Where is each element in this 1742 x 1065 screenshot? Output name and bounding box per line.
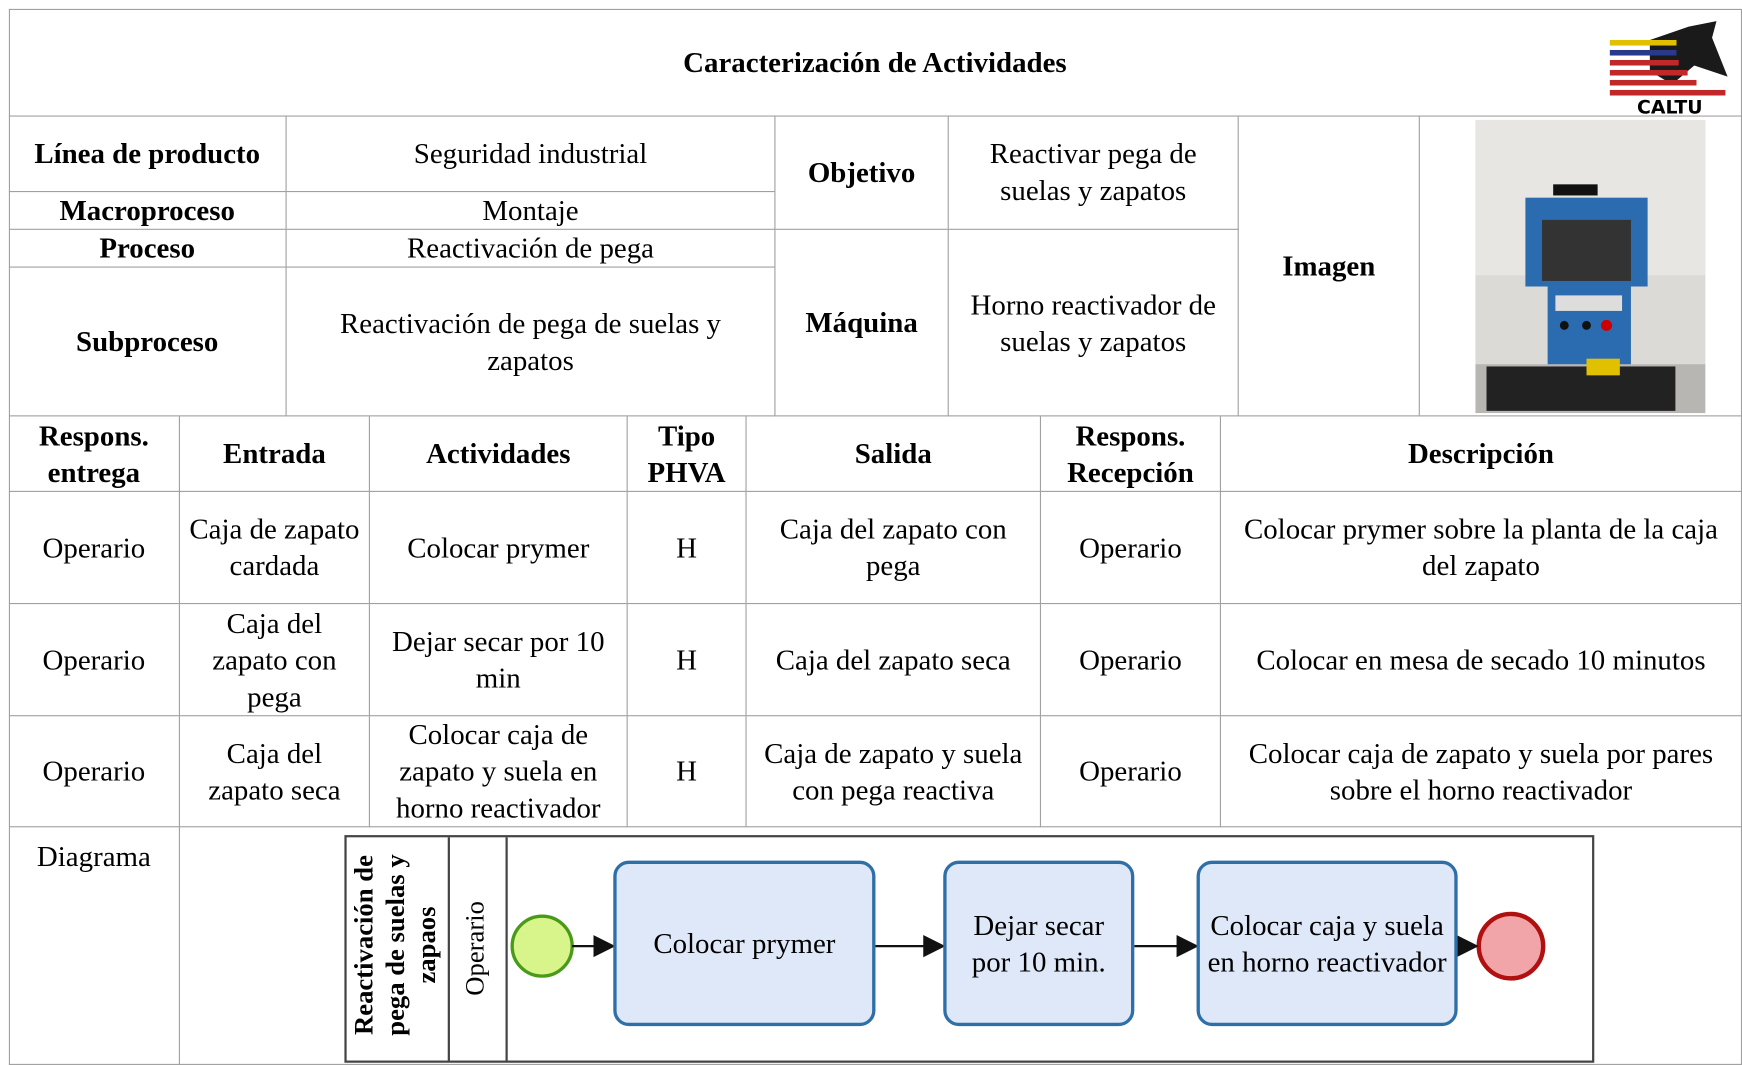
lane-divider — [505, 837, 508, 1061]
table-cell: Caja de zapato cardada — [179, 491, 370, 605]
table-cell: Operario — [8, 716, 180, 828]
table-header: Descripción — [1220, 416, 1742, 492]
flow-graphic — [510, 911, 1546, 981]
info-value: Seguridad industrial — [286, 115, 776, 193]
task: Colocar prymer — [613, 860, 876, 1027]
maquina-label: Máquina — [775, 229, 949, 417]
table-cell: Operario — [1041, 491, 1221, 605]
info-label: Proceso — [8, 229, 287, 268]
table-cell: Operario — [1041, 604, 1221, 717]
logo: CALTU — [1605, 16, 1733, 118]
table-header: Entrada — [179, 416, 370, 492]
image-cell — [1419, 115, 1742, 417]
table-header: Salida — [746, 416, 1042, 492]
table-cell: Caja del zapato seca — [746, 604, 1042, 717]
table-cell: Operario — [1041, 716, 1221, 828]
title: Caracterización de Actividades — [8, 8, 1742, 117]
table-cell: Colocar prymer — [369, 491, 628, 605]
bpmn-pool: Reactivación de pega de suelas y zapaos … — [344, 835, 1595, 1063]
table-cell: Colocar caja de zapato y suela en horno … — [369, 716, 628, 828]
info-label: Subproceso — [8, 267, 287, 417]
maquina-value: Horno reactivador de suelas y zapatos — [948, 229, 1239, 417]
info-label: Línea de producto — [8, 115, 287, 193]
table-cell: Caja del zapato con pega — [179, 604, 370, 717]
table-cell: Colocar caja de zapato y suela por pares… — [1220, 716, 1742, 828]
table-cell: H — [627, 716, 747, 828]
info-label: Macroproceso — [8, 192, 287, 230]
diagram-cell — [179, 827, 1742, 1065]
imagen-label: Imagen — [1238, 115, 1420, 417]
table-header: Respons. Recepción — [1041, 416, 1221, 492]
logo-text: CALTU — [1637, 96, 1703, 115]
table-cell: Operario — [8, 604, 180, 717]
table-cell: Colocar en mesa de secado 10 minutos — [1220, 604, 1742, 717]
objetivo-label: Objetivo — [775, 115, 949, 230]
frame — [8, 8, 1742, 1065]
table-cell: Caja del zapato seca — [179, 716, 370, 828]
table-cell: Dejar secar por 10 min — [369, 604, 628, 717]
table-header: Tipo PHVA — [627, 416, 747, 492]
machine-drawing — [1475, 119, 1706, 414]
diagram-label: Diagrama — [8, 827, 180, 1065]
info-value: Reactivación de pega — [286, 229, 776, 268]
table-cell: Colocar prymer sobre la planta de la caj… — [1220, 491, 1742, 605]
info-value: Reactivación de pega de suelas y zapatos — [286, 267, 776, 417]
logo-graphic: CALTU — [1609, 21, 1728, 118]
objetivo-value: Reactivar pega de suelas y zapatos — [948, 115, 1239, 230]
task: Dejar secar por 10 min. — [943, 860, 1135, 1027]
table-cell: H — [627, 604, 747, 717]
machine-photo — [1475, 119, 1706, 414]
table-header: Respons. entrega — [8, 416, 180, 492]
task: Colocar caja y suela en horno reactivado… — [1196, 860, 1458, 1027]
table-cell: H — [627, 491, 747, 605]
table-cell: Caja de zapato y suela con pega reactiva — [746, 716, 1042, 828]
pool-divider — [447, 837, 450, 1061]
table-header: Actividades — [369, 416, 628, 492]
table-cell: Operario — [8, 491, 180, 605]
table-cell: Caja del zapato con pega — [746, 491, 1042, 605]
info-value: Montaje — [286, 192, 776, 230]
